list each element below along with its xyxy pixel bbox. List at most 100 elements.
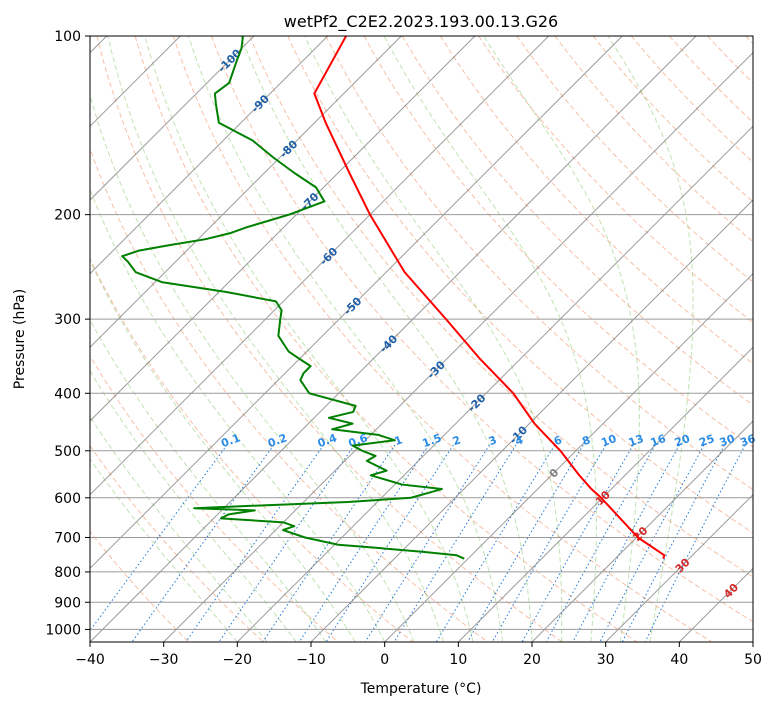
dry-adiabat-line xyxy=(96,36,563,642)
mixing-ratio-label: 0.4 xyxy=(316,431,339,450)
moist-adiabat-line xyxy=(90,188,386,642)
moist-adiabat-line xyxy=(90,318,327,642)
dewpoint-profile-line xyxy=(121,36,465,560)
y-axis-label: Pressure (hPa) xyxy=(12,289,28,389)
x-tick-label: 20 xyxy=(523,652,541,668)
y-tick-label: 600 xyxy=(54,491,81,507)
isotherm-line xyxy=(90,36,255,201)
x-tick-label: 0 xyxy=(380,652,389,668)
mixing-ratio-label: 10 xyxy=(599,432,618,450)
mixing-ratio-label: 0.2 xyxy=(266,431,289,450)
mixing-ratio-line xyxy=(521,444,634,642)
mixing-ratio-label: 25 xyxy=(697,432,716,449)
mixing-ratio-line xyxy=(90,444,228,632)
mixing-ratio-label: 3 xyxy=(487,433,499,448)
y-tick-label: 400 xyxy=(54,386,81,402)
moist-adiabat-line xyxy=(383,36,597,642)
chart-title: wetPf2_C2E2.2023.193.00.13.G26 xyxy=(284,12,558,32)
dry-adiabat-line xyxy=(90,444,264,642)
mixing-ratio-line xyxy=(393,444,517,642)
x-tick-label: −40 xyxy=(75,652,105,668)
x-tick-label: −10 xyxy=(296,652,326,668)
mixing-ratio-label: 1.5 xyxy=(421,431,444,450)
x-tick-label: −30 xyxy=(149,652,179,668)
mixing-ratio-labels: 0.1 0.2 0.4 0.6 1 1.5 2 3 4 6 8 10 13 16 20 25 30 36 xyxy=(219,431,757,450)
isotherm-line xyxy=(310,199,753,642)
dry-adiabat-line xyxy=(134,36,638,642)
mixing-ratio-label: 1 xyxy=(393,433,405,448)
moist-adiabat-line xyxy=(483,36,640,642)
dry-adiabat-line xyxy=(401,36,753,406)
y-tick-label: 200 xyxy=(54,208,81,224)
mixing-ratio-line xyxy=(572,444,680,642)
background-lines xyxy=(90,36,753,642)
y-tick-label: 1000 xyxy=(45,622,81,638)
mixing-ratio-line xyxy=(298,444,430,642)
isotherm-line xyxy=(457,346,753,642)
isotherm-line xyxy=(531,420,753,642)
plot-frame xyxy=(89,35,754,643)
x-axis-label: Temperature (°C) xyxy=(360,681,482,697)
mixing-ratio-label: 13 xyxy=(627,432,646,449)
mixing-ratio-label: 0.1 xyxy=(219,431,242,450)
y-tick-label: 100 xyxy=(54,29,81,45)
moist-adiabat-line xyxy=(188,36,504,642)
y-axis-ticks: 100 200 300 400 500 600 700 800 900 1000 xyxy=(45,29,90,638)
y-tick-label: 700 xyxy=(54,531,81,547)
isotherm-line xyxy=(384,272,753,642)
x-tick-label: 40 xyxy=(670,652,688,668)
isotherm-line xyxy=(90,36,476,422)
moist-adiabat-line xyxy=(304,36,563,642)
mixing-ratio-label: 30 xyxy=(718,432,737,450)
isotherm-line xyxy=(605,493,753,642)
dry-adiabat-line xyxy=(630,36,753,163)
temperature-profile-line xyxy=(313,36,666,560)
dry-adiabat-line xyxy=(325,36,753,491)
mixing-ratio-line xyxy=(644,444,746,642)
x-tick-label: 50 xyxy=(744,652,762,668)
mixing-ratio-line xyxy=(545,444,656,642)
moist-adiabat-line xyxy=(144,36,474,642)
isotherm-line xyxy=(236,125,753,642)
mixing-ratio-line xyxy=(599,444,705,642)
moist-adiabat-line xyxy=(240,36,533,642)
moist-adiabat-line xyxy=(90,457,238,642)
mixing-ratio-label: 20 xyxy=(673,432,692,450)
y-tick-label: 900 xyxy=(54,595,81,611)
isotherm-line xyxy=(90,36,697,642)
dry-adiabat-line xyxy=(90,147,488,642)
isotherm-line xyxy=(90,36,329,275)
mixing-ratio-label: 8 xyxy=(580,433,592,448)
isotherm-line xyxy=(90,36,550,496)
y-tick-label: 300 xyxy=(54,312,81,328)
mixing-ratio-line xyxy=(218,444,355,642)
mixing-ratio-label: 16 xyxy=(649,432,668,450)
x-tick-label: 10 xyxy=(449,652,467,668)
dry-adiabat-line xyxy=(90,257,414,642)
mixing-ratio-label: 4 xyxy=(513,433,525,448)
isotherm-line xyxy=(90,36,402,349)
x-axis-ticks: −40 −30 −20 −10 0 10 20 30 40 50 xyxy=(75,642,762,668)
mixing-ratio-line xyxy=(185,444,325,642)
moist-adiabat-line xyxy=(90,259,356,642)
moist-adiabat-line xyxy=(90,415,268,642)
x-tick-label: −20 xyxy=(223,652,253,668)
moist-adiabat-line xyxy=(607,36,694,642)
isotherm-line xyxy=(163,51,753,642)
mixing-ratio-line xyxy=(131,444,275,642)
y-tick-label: 800 xyxy=(54,565,81,581)
data-series xyxy=(121,36,666,560)
y-tick-label: 500 xyxy=(54,444,81,460)
mixing-ratio-line xyxy=(364,444,490,642)
dry-adiabat-line xyxy=(249,36,753,578)
dry-adiabat-line xyxy=(516,36,753,283)
dry-adiabat-line xyxy=(554,36,753,243)
mixing-ratio-label: 6 xyxy=(552,433,564,448)
isotherm-line xyxy=(90,36,623,570)
dry-adiabat-line xyxy=(287,36,753,534)
moist-adiabat-line xyxy=(107,36,445,642)
mixing-ratio-label: 2 xyxy=(451,433,463,448)
x-tick-label: 30 xyxy=(597,652,615,668)
dry-adiabat-line xyxy=(211,36,753,623)
